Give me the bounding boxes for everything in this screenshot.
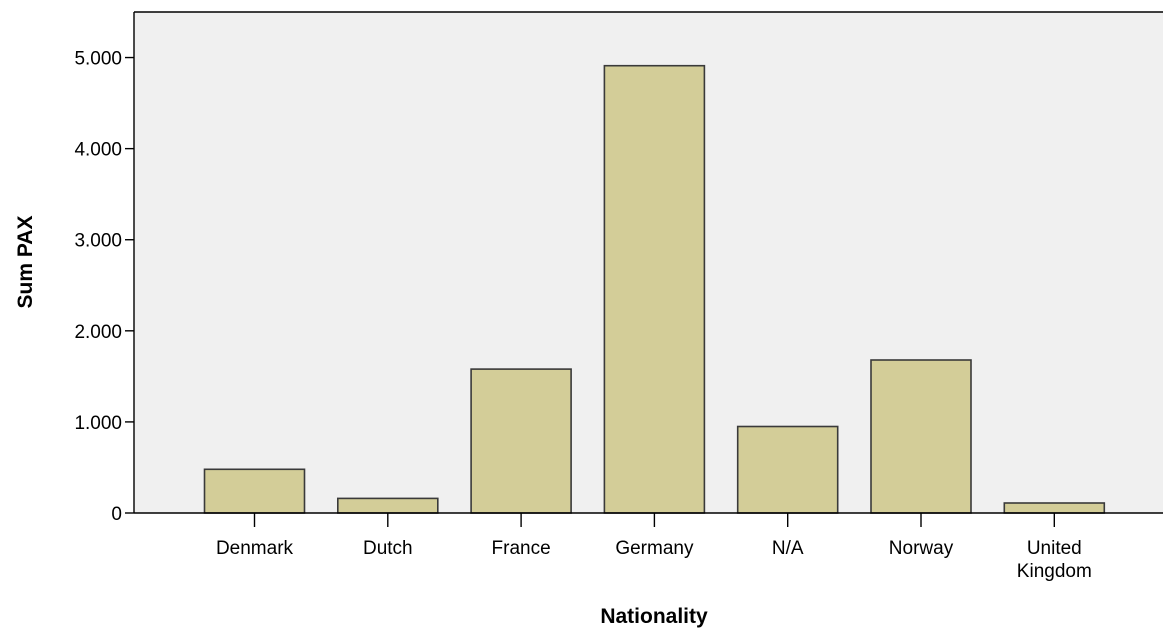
- bar-dutch: [336, 497, 439, 514]
- y-tick-label: 1.000: [74, 413, 122, 434]
- bar-norway: [870, 359, 972, 514]
- y-axis-title: Sum PAX: [14, 216, 37, 309]
- bar-france: [470, 368, 572, 514]
- y-tick-label: 3.000: [74, 231, 122, 252]
- bar-n-a: [736, 425, 839, 514]
- x-tick-label: Germany: [615, 538, 694, 559]
- y-tick-label: 5.000: [74, 49, 122, 70]
- bars-group: [203, 64, 1106, 514]
- x-tick-label: Kingdom: [1017, 561, 1092, 582]
- y-tick-label: 4.000: [74, 140, 122, 161]
- axes-group: 0 1.000 2.000 3.000 4.000 5.000 Denmark Dutch Fr…: [74, 11, 1163, 582]
- x-tick-label: United: [1027, 538, 1082, 559]
- y-tick-label: 0: [111, 504, 122, 525]
- x-tick-label: Norway: [889, 538, 954, 559]
- x-tick-label: France: [492, 538, 551, 559]
- x-tick-label: Denmark: [216, 538, 294, 559]
- y-tick-label: 2.000: [74, 322, 122, 343]
- bar-germany: [603, 64, 706, 514]
- bar-united-kingdom: [1003, 502, 1106, 514]
- x-axis-title: Nationality: [600, 605, 708, 628]
- x-tick-label: Dutch: [363, 538, 413, 559]
- bar-denmark: [203, 468, 306, 514]
- x-tick-label: N/A: [772, 538, 804, 559]
